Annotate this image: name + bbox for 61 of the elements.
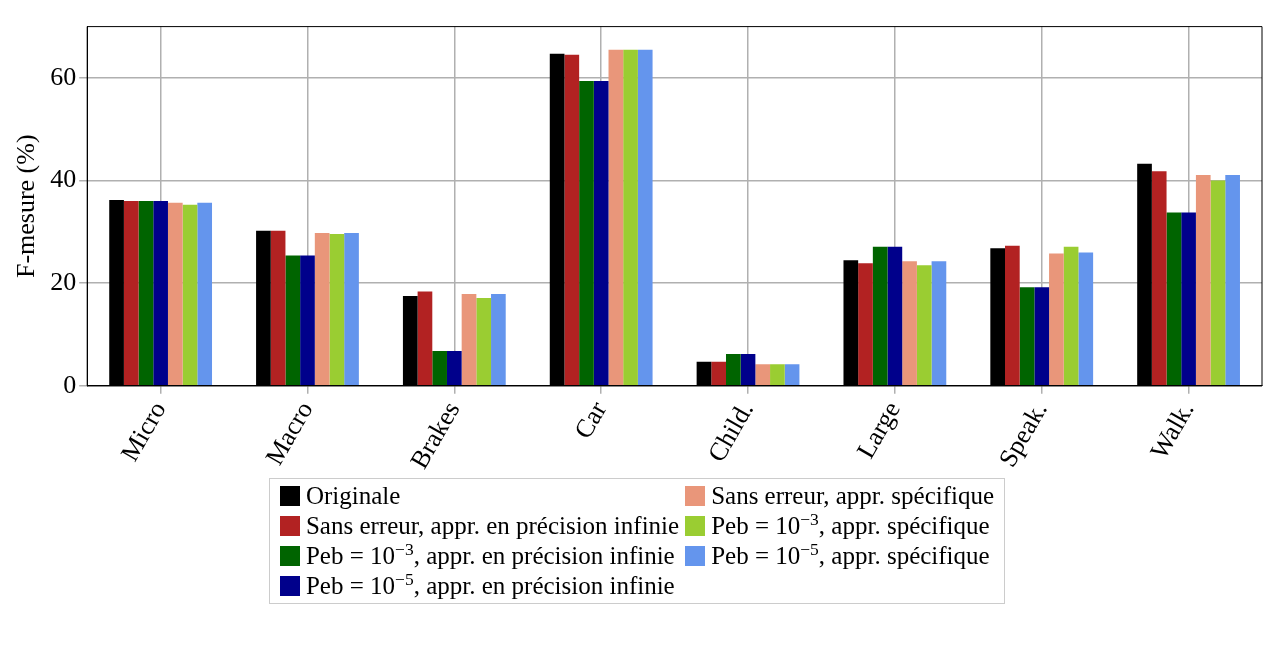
bar [931,261,947,386]
bar [446,350,462,386]
bar [1210,180,1226,386]
bar [417,291,433,386]
bar [1078,252,1094,386]
bar [755,364,771,386]
bar [491,294,506,386]
bar [167,202,183,386]
bar [872,246,888,386]
legend-label: Peb = 10$^{−3}$, appr. en précision infinie [305,538,675,571]
y-tick-label: 60 [50,61,77,91]
bar [858,263,873,386]
y-tick-label: 40 [50,164,77,194]
bar [1005,245,1020,386]
bar [564,54,580,386]
bar [1225,174,1240,386]
bar [153,201,168,386]
legend-label: Peb = 10$^{−5}$, appr. spécifique [711,538,990,571]
legend-label: Sans erreur, appr. en précision infinie [305,511,680,541]
bar [1181,212,1196,386]
bar [902,261,917,386]
bar [270,230,286,386]
bar [1166,212,1182,386]
bar [1019,287,1035,386]
legend-label: Peb = 10$^{−5}$, appr. en précision infinie [305,568,675,601]
x-tick-label: Car [568,396,613,444]
bar [1063,246,1079,386]
bar [623,49,638,386]
bar [123,201,139,386]
bar [285,255,301,386]
bar [476,298,492,386]
bar [579,81,594,386]
legend-label: Originale [305,481,401,511]
bar [1151,171,1167,386]
bar [637,49,653,386]
bar [138,201,154,386]
bar [770,364,785,386]
bar [711,361,726,386]
bar [1049,253,1064,386]
bar [887,246,903,386]
bar [1034,287,1050,386]
legend-label: Peb = 10$^{−3}$, appr. spécifique [711,508,990,541]
bar [197,202,213,386]
legend-label: Sans erreur, appr. spécifique [711,481,995,511]
y-axis-title: F-mesure (%) [11,134,41,279]
y-tick-label: 0 [63,369,77,399]
bar [461,294,477,386]
bar [432,350,447,386]
bar [916,265,932,386]
bar [300,255,315,386]
y-tick-label: 20 [50,267,77,297]
bar [726,354,741,386]
bar [740,354,756,386]
bar [314,232,330,386]
bar [1195,174,1211,386]
bar [608,49,624,386]
bar [593,81,609,386]
bar [344,232,359,386]
bar [329,233,345,386]
bar [182,204,198,386]
bar [784,364,800,386]
